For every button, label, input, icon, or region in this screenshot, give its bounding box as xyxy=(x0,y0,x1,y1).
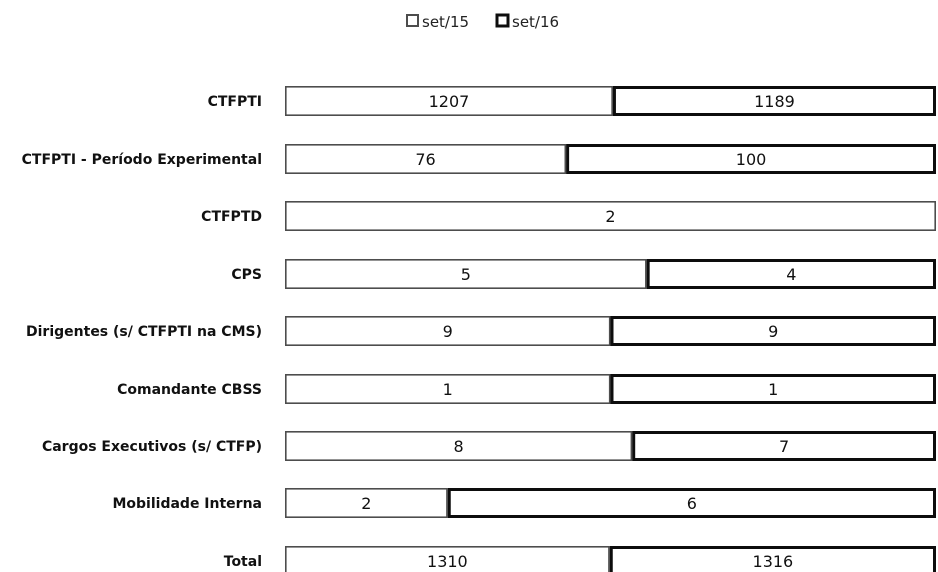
value-label-set15-5: 1 xyxy=(443,380,453,399)
category-label-7: Mobilidade Interna xyxy=(112,496,262,512)
bar-set15-7 xyxy=(284,487,448,518)
value-label-set16-1: 100 xyxy=(736,150,767,169)
bar-set16-0 xyxy=(612,86,936,116)
value-label-set15-4: 9 xyxy=(443,322,453,341)
category-label-1: CTFPTI - Período Experimental xyxy=(22,152,262,168)
bar-set16-7 xyxy=(447,488,936,518)
bar-set15-5 xyxy=(284,373,611,404)
value-label-set16-5: 1 xyxy=(768,380,778,399)
bar-set15-2 xyxy=(284,201,937,232)
value-label-set15-8: 1310 xyxy=(427,552,468,571)
bar-row-5: Comandante CBSS 1 1 xyxy=(117,373,936,404)
category-label-8: Total xyxy=(224,554,262,570)
legend: set/15 set/16 xyxy=(406,13,559,31)
bar-row-0: CTFPTI 1207 1189 xyxy=(208,86,936,117)
bar-row-3: CPS 5 4 xyxy=(231,258,937,289)
bar-set16-8 xyxy=(609,546,936,572)
bar-row-1: CTFPTI - Período Experimental 76 100 xyxy=(22,144,936,175)
category-label-6: Cargos Executivos (s/ CTFP) xyxy=(42,439,262,455)
bar-set16-6 xyxy=(632,431,936,461)
bar-set15-8 xyxy=(284,545,610,572)
bar-set16-4 xyxy=(610,316,936,346)
bar-row-4: Dirigentes (s/ CTFPTI na CMS) 9 9 xyxy=(26,315,936,346)
category-label-0: CTFPTI xyxy=(208,94,262,110)
value-label-set15-0: 1207 xyxy=(429,92,470,111)
category-label-2: CTFPTD xyxy=(201,209,262,225)
bar-set15-1 xyxy=(284,144,567,175)
value-label-set15-2: 2 xyxy=(605,207,615,226)
value-label-set16-6: 7 xyxy=(779,437,789,456)
bar-row-8: Total 1310 1316 xyxy=(224,545,936,572)
legend-swatch-set16 xyxy=(495,13,510,28)
value-label-set16-4: 9 xyxy=(768,322,778,341)
category-label-4: Dirigentes (s/ CTFPTI na CMS) xyxy=(26,324,262,340)
legend-item-set15: set/15 xyxy=(406,13,469,31)
legend-item-set16: set/16 xyxy=(495,13,559,31)
bar-row-7: Mobilidade Interna 2 6 xyxy=(112,487,936,518)
value-label-set15-1: 76 xyxy=(415,150,435,169)
value-label-set16-0: 1189 xyxy=(754,92,795,111)
value-label-set16-3: 4 xyxy=(786,265,796,284)
bar-set16-3 xyxy=(646,259,937,289)
category-label-3: CPS xyxy=(231,267,262,283)
category-label-5: Comandante CBSS xyxy=(117,382,262,398)
bar-row-2: CTFPTD 2 xyxy=(201,201,937,232)
bar-set15-0 xyxy=(284,86,613,117)
bar-set15-6 xyxy=(284,430,633,461)
legend-label-set15: set/15 xyxy=(422,13,469,31)
bar-set16-1 xyxy=(566,144,936,174)
bar-set15-3 xyxy=(284,258,647,289)
legend-swatch-set15 xyxy=(406,14,419,27)
bar-row-6: Cargos Executivos (s/ CTFP) 8 7 xyxy=(42,430,936,461)
bar-set16-5 xyxy=(610,374,936,404)
value-label-set16-7: 6 xyxy=(687,494,697,513)
value-label-set16-8: 1316 xyxy=(753,552,794,571)
bar-set15-4 xyxy=(284,315,611,346)
value-label-set15-7: 2 xyxy=(361,494,371,513)
legend-label-set16: set/16 xyxy=(512,13,559,31)
value-label-set15-6: 8 xyxy=(454,437,464,456)
value-label-set15-3: 5 xyxy=(461,265,471,284)
